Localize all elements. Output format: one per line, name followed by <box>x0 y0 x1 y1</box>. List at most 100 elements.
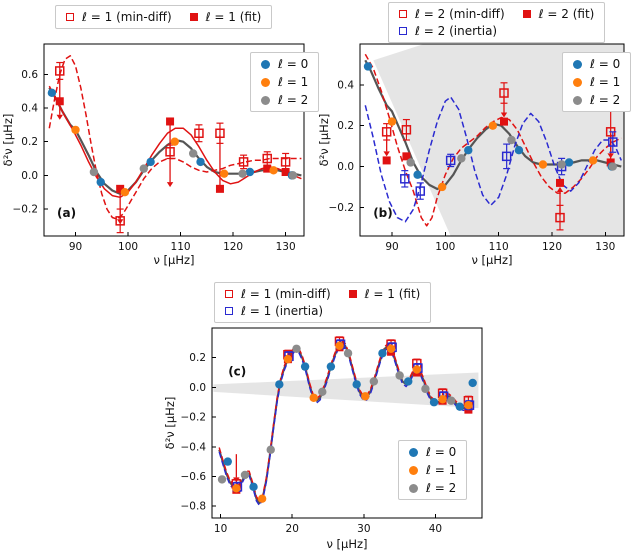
l2-inertia-dashed-curve <box>364 96 622 223</box>
legend-entry: ℓ = 1 (inertia) <box>225 304 331 318</box>
l2-points-marker <box>266 445 275 454</box>
l0-points-marker <box>47 88 57 98</box>
fit-squares-marker <box>116 184 125 193</box>
panel-b: 90 100 110 120 130 −0.2 0.0 0.2 0.4 ν [μHz] δ²ν [μ… <box>317 36 634 272</box>
inertia-squares-marker <box>415 186 426 196</box>
l1-points-marker <box>257 494 267 503</box>
legend-label: ℓ = 2 (inertia) <box>415 24 498 38</box>
l0-points-marker <box>404 377 413 386</box>
l2-points-marker <box>369 377 379 386</box>
x-tick-label: 40 <box>429 523 442 535</box>
panel-c: 10 20 30 40 −0.8 −0.6 −0.4 −0.2 0.0 0.2 ν [μHz] δ²ν… <box>163 318 494 555</box>
panel-b-top-legend: ℓ = 2 (min-diff) ℓ = 2 (fit) ℓ = 2 (inerti… <box>388 2 606 43</box>
panel-a: 90 100 110 120 130 −0.2 0.0 0.2 0.4 0.6 ν [μHz] δ²ν… <box>1 36 314 272</box>
x-tick-label: 90 <box>385 241 398 253</box>
min-diff-squares-marker <box>280 157 291 167</box>
legend-entry: ℓ = 0 <box>573 57 620 71</box>
x-axis-label: ν [μHz] <box>326 537 367 551</box>
dot-marker-icon <box>573 59 582 69</box>
panel-c-degree-legend: ℓ = 0 ℓ = 1 ℓ = 2 <box>398 440 468 500</box>
l2-points-marker <box>457 154 466 163</box>
dot-marker-icon <box>261 77 270 87</box>
l1-points-marker <box>438 395 447 404</box>
stem-arrow <box>383 151 390 157</box>
l1-points-marker <box>387 117 397 126</box>
l1-points-marker <box>283 354 293 364</box>
l0-points-marker <box>564 158 574 167</box>
l0-points-marker <box>363 62 373 71</box>
x-tick-label: 130 <box>276 241 296 253</box>
l2-points-marker <box>395 371 404 380</box>
min-diff-squares-marker <box>555 212 565 223</box>
dot-marker-icon <box>573 77 582 87</box>
x-tick-label: 90 <box>69 241 82 253</box>
l0-points-marker <box>429 398 439 407</box>
l2-points-marker <box>557 160 566 169</box>
l1-points-marker <box>170 137 179 146</box>
y-axis-label: δ²ν [μHz] <box>318 114 331 167</box>
l2-points-marker <box>318 387 327 397</box>
axes-frame <box>359 43 625 237</box>
dot-marker-icon <box>409 447 418 457</box>
fit-squares-marker <box>402 152 411 161</box>
l0-points-marker <box>245 167 255 177</box>
l1-points-marker <box>309 393 318 402</box>
l2-points-marker <box>608 162 617 171</box>
y-tick-label: −0.2 <box>13 204 39 216</box>
legend-entry: ℓ = 1 <box>261 75 308 89</box>
legend-entry: ℓ = 2 <box>261 93 308 107</box>
legend-label: ℓ = 0 <box>590 57 621 71</box>
legend-entry: ℓ = 1 (min-diff) <box>66 10 172 24</box>
l2-points-marker <box>217 475 227 484</box>
dot-marker-icon <box>261 95 270 105</box>
fit-squares-marker <box>556 178 564 187</box>
fit-squares-marker <box>55 97 64 106</box>
x-tick-label: 110 <box>171 241 191 253</box>
fit-squares-marker <box>500 117 508 126</box>
x-tick-label: 10 <box>214 523 227 535</box>
open-square-icon <box>66 13 74 21</box>
axes-frame <box>43 43 305 237</box>
legend-entry: ℓ = 2 <box>573 93 620 107</box>
l0-points-marker <box>196 157 205 167</box>
l2-points-marker <box>288 171 298 180</box>
legend-entry: ℓ = 0 <box>261 57 308 71</box>
plot-content <box>363 44 624 236</box>
y-tick-label: −0.8 <box>181 501 207 513</box>
filled-square-icon <box>522 10 531 18</box>
x-axis-label: ν [μHz] <box>471 253 512 267</box>
x-tick-label: 120 <box>223 241 243 253</box>
inertia-squares-marker <box>400 174 410 184</box>
l0-points-marker <box>96 177 105 187</box>
l1-points-marker <box>412 365 422 374</box>
panel-c-plot: 10 20 30 40 −0.8 −0.6 −0.4 −0.2 0.0 0.2 ν [μHz] δ²ν… <box>163 327 483 551</box>
x-tick-label: 130 <box>595 241 615 253</box>
y-tick-label: −0.6 <box>181 471 207 483</box>
fit-squares-marker <box>281 168 290 176</box>
l0-points-marker <box>300 362 310 371</box>
l1-points-marker <box>361 392 370 401</box>
l0-points-marker <box>326 362 336 371</box>
l0-points-marker <box>413 170 422 179</box>
l2-points-marker <box>507 135 516 145</box>
y-tick-label: 0.4 <box>337 79 354 91</box>
l2-points-marker <box>421 384 430 394</box>
l1-points-marker <box>488 121 497 130</box>
min-diff-squares-marker <box>262 153 272 164</box>
legend-label: ℓ = 1 (min-diff) <box>241 287 331 301</box>
panel-label: (a) <box>57 206 76 220</box>
y-tick-label: 0.6 <box>21 69 38 81</box>
y-tick-label: 0.4 <box>21 103 38 115</box>
inertia-squares-marker <box>608 137 618 147</box>
l1-points-marker <box>269 166 278 175</box>
l1-points-marker <box>386 344 396 353</box>
legend-entry: ℓ = 2 (inertia) <box>399 24 505 38</box>
legend-entry: ℓ = 1 <box>573 75 620 89</box>
panel-label: (c) <box>228 365 246 379</box>
legend-label: ℓ = 0 <box>426 445 457 459</box>
panel-label: (b) <box>373 206 393 220</box>
open-square-icon <box>399 27 407 35</box>
x-axis-label: ν [μHz] <box>153 253 194 267</box>
l0-points-marker <box>378 349 387 358</box>
y-axis-label: δ²ν [μHz] <box>164 397 177 450</box>
